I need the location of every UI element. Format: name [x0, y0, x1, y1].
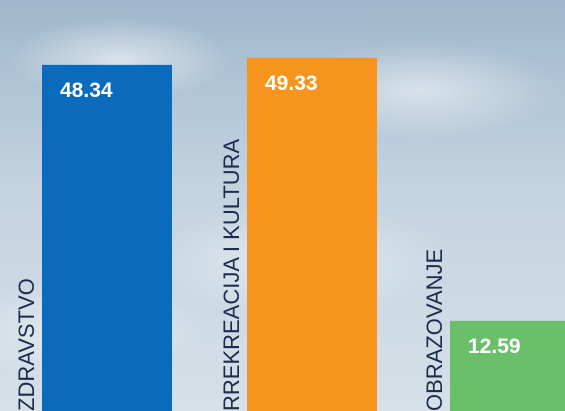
category-label: ZDRAVSTVO [14, 278, 39, 411]
category-label: RREKREACIJA I KULTURA [219, 138, 244, 411]
bar [450, 320, 565, 411]
category-label: OBRAZOVANJE [422, 249, 447, 411]
value-label: 49.33 [265, 72, 318, 95]
value-label: 48.34 [60, 79, 113, 102]
value-label: 12.59 [468, 335, 521, 358]
bar [247, 57, 377, 411]
bar [42, 64, 172, 411]
